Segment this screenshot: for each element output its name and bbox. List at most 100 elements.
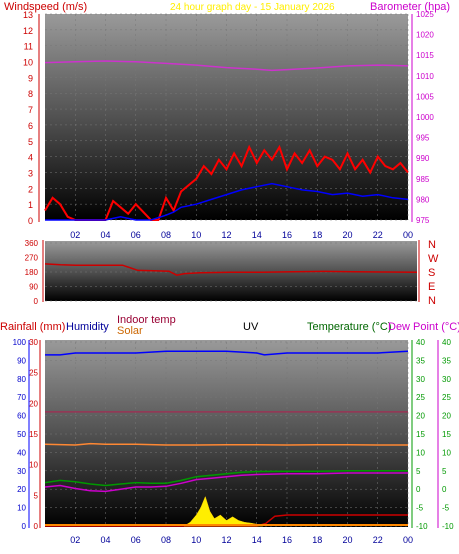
solar-label: Solar [117, 325, 143, 337]
direction-plot-area [45, 241, 417, 301]
time-tick: 10 [191, 230, 201, 240]
windspeed-tick: 4 [28, 153, 33, 163]
rainfall-tick: 0 [34, 522, 39, 531]
barometer-tick: 985 [416, 175, 430, 184]
indoor-temp-label: Indoor temp [117, 314, 176, 326]
temperature-tick: 10 [416, 448, 425, 457]
temperature-tick: 20 [416, 412, 425, 421]
chart-title: 24 hour graph day - 15 January 2026 [170, 2, 335, 13]
temperature-tick: -5 [442, 504, 450, 513]
gust-line [44, 144, 409, 221]
barometer-tick: 980 [416, 195, 430, 204]
windspeed-tick: 11 [24, 42, 33, 52]
humidity-tick: 70 [17, 393, 26, 402]
windspeed-tick: 9 [28, 73, 33, 83]
time-tick: 04 [100, 230, 110, 240]
temperature-tick: -10 [416, 522, 428, 531]
temperature-tick: 15 [442, 430, 451, 439]
time-tick: 04 [100, 535, 110, 545]
humidity-tick: 30 [17, 467, 26, 476]
rainfall-tick: 20 [29, 399, 38, 408]
barometer-tick: 995 [416, 134, 430, 143]
direction-tick: 270 [25, 254, 39, 263]
barometer-tick: 1020 [416, 31, 434, 40]
rainfall-tick: 15 [29, 430, 38, 439]
time-tick: 00 [403, 230, 413, 240]
barometer-tick: 1010 [416, 72, 434, 81]
time-tick: 14 [252, 230, 262, 240]
humidity-tick: 40 [17, 448, 26, 457]
humidity-tick: 50 [17, 430, 26, 439]
temperature-tick: -5 [416, 504, 424, 513]
windspeed-tick: 8 [28, 89, 33, 99]
barometer-tick: 990 [416, 154, 430, 163]
temperature-line [44, 470, 408, 487]
compass-tick: N [428, 295, 436, 307]
compass-tick: W [428, 253, 439, 265]
temperature-tick: 40 [416, 338, 425, 347]
compass-tick: N [428, 239, 436, 251]
windspeed-axis-title: Windspeed (m/s) [4, 1, 87, 13]
windspeed-tick: 5 [28, 137, 33, 147]
windspeed-tick: 10 [23, 58, 33, 68]
dew-point-label: Dew Point (°C) [388, 321, 459, 333]
temperature-tick: 35 [416, 356, 425, 365]
time-tick: 06 [131, 535, 141, 545]
temperature-tick: 10 [442, 448, 451, 457]
humidity-tick: 80 [17, 375, 26, 384]
direction-tick: 360 [25, 239, 39, 248]
temperature-tick: 0 [416, 485, 421, 494]
windspeed-tick: 2 [28, 184, 33, 194]
time-tick: 18 [312, 535, 322, 545]
time-tick: 12 [221, 535, 231, 545]
time-tick: 08 [161, 535, 171, 545]
time-tick: 22 [373, 230, 383, 240]
direction-line [44, 263, 418, 276]
temperature-tick: 40 [442, 338, 451, 347]
humidity-tick: 20 [17, 485, 26, 494]
direction-tick: 180 [25, 268, 39, 277]
windspeed-tick: 7 [28, 105, 33, 115]
rainfall-tick: 30 [29, 338, 38, 347]
temperature-tick: 5 [416, 467, 421, 476]
temperature-tick: 0 [442, 485, 447, 494]
rainfall-tick: 25 [29, 369, 38, 378]
humidity-tick: 60 [17, 412, 26, 421]
time-tick: 00 [403, 535, 413, 545]
compass-tick: S [428, 267, 435, 279]
windspeed-tick: 12 [23, 26, 33, 36]
compass-tick: E [428, 281, 435, 293]
windspeed-tick: 0 [28, 216, 33, 226]
time-tick: 18 [312, 230, 322, 240]
rainfall-label: Rainfall (mm) [0, 321, 65, 333]
average-line [45, 182, 409, 221]
temperature-tick: 30 [416, 375, 425, 384]
humidity-tick: 90 [17, 356, 26, 365]
time-tick: 08 [161, 230, 171, 240]
time-tick: 14 [252, 535, 262, 545]
solar_line-line [44, 442, 408, 446]
barometer-tick: 1000 [416, 113, 434, 122]
temperature-tick: 35 [442, 356, 451, 365]
temperature-tick: 25 [442, 393, 451, 402]
barometer-tick: 1005 [416, 92, 434, 101]
time-tick: 22 [373, 535, 383, 545]
uv-label: UV [243, 321, 259, 333]
direction-tick: 0 [34, 297, 39, 306]
temperature-tick: 25 [416, 393, 425, 402]
dewpoint-line [44, 472, 408, 493]
rainfall-tick: 5 [34, 491, 39, 500]
humidity-tick: 0 [22, 522, 27, 531]
barometer-tick: 1015 [416, 51, 434, 60]
time-tick: 16 [282, 535, 292, 545]
barometer-tick: 1025 [416, 10, 434, 19]
solar-area [183, 495, 263, 527]
time-tick: 16 [282, 230, 292, 240]
direction-tick: 90 [29, 283, 38, 292]
barometer-axis-title: Barometer (hpa) [370, 1, 450, 13]
time-tick: 12 [221, 230, 231, 240]
windspeed-tick: 13 [23, 10, 33, 20]
time-tick: 02 [70, 535, 80, 545]
temperature-tick: 30 [442, 375, 451, 384]
